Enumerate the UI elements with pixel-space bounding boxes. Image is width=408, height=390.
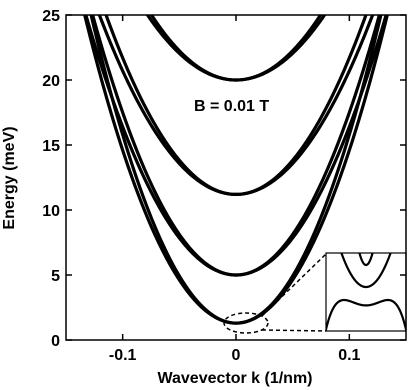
zoom-region [223,312,269,334]
band-curves [83,15,389,325]
band-curve-2 [83,15,389,325]
band-curve-6 [97,15,375,197]
x-axis: -0.1 0 0.1 [109,15,361,364]
y-axis-title: Energy (meV) [1,126,18,229]
y-tick-label: 20 [42,73,60,90]
y-tick-label: 25 [42,8,60,25]
x-tick-label: 0 [232,347,241,364]
zoom-guide-upper [261,253,327,317]
y-tick-label: 0 [51,333,60,350]
y-tick-label: 10 [42,203,60,220]
inset-zoom-guides [223,253,327,334]
x-tick-label: 0.1 [338,347,360,364]
annotation-field: B = 0.01 T [194,98,269,115]
y-tick-label: 5 [51,268,60,285]
band-curve-4 [84,15,388,277]
inset-plot [325,252,407,332]
inset-upper-branch [340,253,392,289]
inset-lower-branch [326,298,406,331]
zoom-guide-lower [261,329,327,332]
band-curve-8 [145,15,327,82]
inset-top-branch [358,253,374,267]
y-tick-label: 15 [42,138,60,155]
x-tick-label: -0.1 [109,347,137,364]
y-axis: 0 5 10 15 20 25 [42,8,406,350]
x-axis-title: Wavevector k (1/nm) [157,370,312,387]
